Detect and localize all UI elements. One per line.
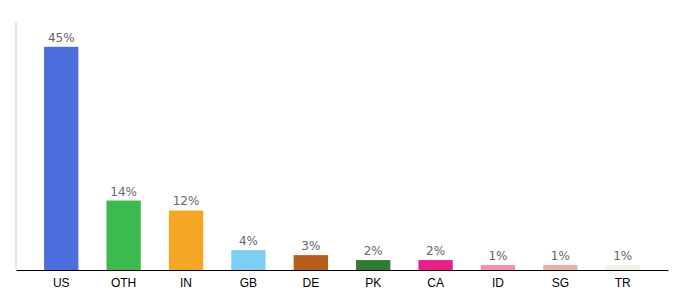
- x-tick-label: DE: [302, 276, 319, 290]
- x-tick-label: PK: [365, 276, 381, 290]
- x-tick-label: GB: [240, 276, 257, 290]
- x-tick: PK: [365, 270, 381, 290]
- x-tick: GB: [240, 270, 257, 290]
- data-labels: 45% 14% 12% 4% 3% 2% 2% 1% 1% 1%: [48, 31, 632, 263]
- bar: [356, 260, 390, 270]
- data-label: 4%: [239, 234, 258, 248]
- bar: [44, 47, 78, 270]
- bar: [231, 250, 265, 270]
- bars: [44, 47, 640, 270]
- data-label: 3%: [301, 239, 320, 253]
- x-tick-label: SG: [552, 276, 569, 290]
- x-tick: ID: [492, 270, 504, 290]
- data-label: 45%: [48, 31, 75, 45]
- bar: [543, 265, 577, 270]
- x-tick-label: ID: [492, 276, 504, 290]
- data-label: 12%: [173, 194, 200, 208]
- x-tick: CA: [427, 270, 444, 290]
- y-axis-line: [16, 22, 17, 270]
- x-tick: DE: [302, 270, 319, 290]
- bar: [294, 255, 328, 270]
- x-tick-label: US: [53, 276, 70, 290]
- x-tick-label: CA: [427, 276, 444, 290]
- bar: [418, 260, 452, 270]
- x-tick: IN: [180, 270, 192, 290]
- x-tick: OTH: [111, 270, 136, 290]
- chart: US OTH IN GB DE PK CA ID SG TR 45% 14% 12% 4% 3% 2% 2% 1%…: [0, 0, 680, 300]
- data-label: 2%: [426, 244, 445, 258]
- data-label: 1%: [613, 249, 632, 263]
- bar: [106, 201, 140, 270]
- data-label: 14%: [110, 185, 137, 199]
- x-tick-label: IN: [180, 276, 192, 290]
- bar: [481, 265, 515, 270]
- x-axis: US OTH IN GB DE PK CA ID SG TR: [17, 270, 669, 290]
- bar: [606, 265, 640, 270]
- x-tick: US: [53, 270, 70, 290]
- x-tick-label: OTH: [111, 276, 136, 290]
- x-tick: SG: [552, 270, 569, 290]
- bar: [169, 210, 203, 270]
- x-axis-domain: [17, 270, 669, 271]
- data-label: 2%: [364, 244, 383, 258]
- data-label: 1%: [488, 249, 507, 263]
- data-label: 1%: [551, 249, 570, 263]
- plot: US OTH IN GB DE PK CA ID SG TR 45% 14% 12% 4% 3% 2% 2% 1%…: [16, 22, 669, 290]
- x-tick-label: TR: [615, 276, 631, 290]
- x-tick: TR: [615, 270, 631, 290]
